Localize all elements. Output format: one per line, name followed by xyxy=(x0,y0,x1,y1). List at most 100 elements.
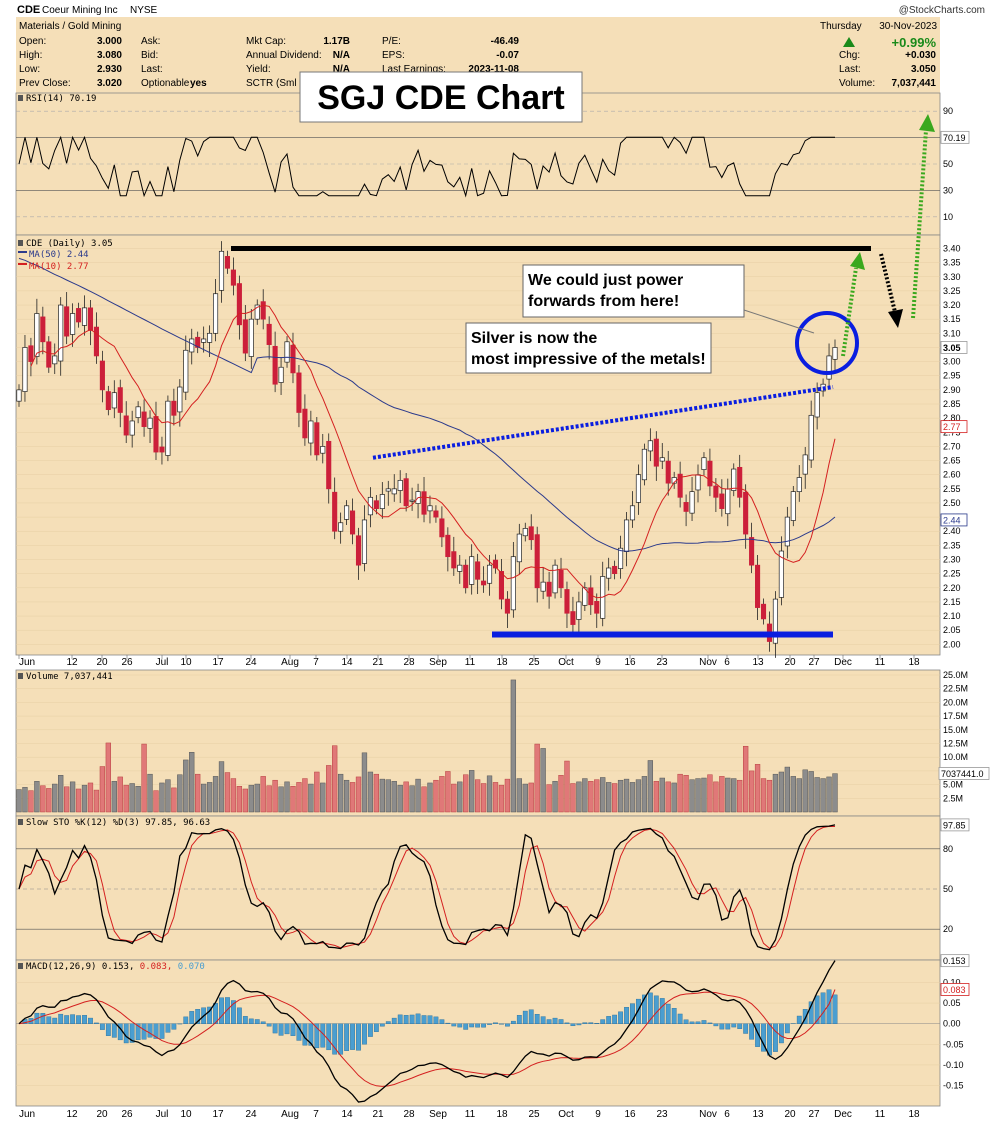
macd-histogram-bar xyxy=(832,994,838,1024)
volume-bar xyxy=(826,776,832,813)
candle xyxy=(737,466,743,498)
volume-legend: Volume 7,037,441 xyxy=(26,672,113,682)
candle xyxy=(445,534,451,558)
volume-bar xyxy=(69,781,76,813)
macd-histogram-bar xyxy=(58,1013,64,1024)
volume-bar xyxy=(737,779,743,813)
volume-bar xyxy=(93,789,100,813)
volume-bar xyxy=(731,778,737,813)
volume-bar xyxy=(224,772,231,813)
date-tick-label-bottom: 7 xyxy=(313,1109,319,1120)
volume-bar xyxy=(52,783,58,813)
price-legend: CDE (Daily) 3.05 xyxy=(26,239,113,249)
fundamental-field-label: Yield: xyxy=(246,64,271,75)
legend-swatch-volume xyxy=(18,673,23,679)
date-tick-label: 25 xyxy=(528,657,540,668)
quote-field-value: 3.020 xyxy=(97,78,122,89)
macd-histogram-bar xyxy=(659,998,665,1024)
macd-histogram-bar xyxy=(290,1023,296,1036)
volume-bar xyxy=(230,778,237,813)
macd-histogram-bar xyxy=(802,1009,808,1024)
macd-histogram-bar xyxy=(624,1007,629,1024)
candle xyxy=(618,547,624,569)
price-tick-label: 3.35 xyxy=(943,258,961,268)
date-tick-label-bottom: 20 xyxy=(784,1109,796,1120)
candle xyxy=(207,332,213,343)
date-tick-label-bottom: Oct xyxy=(558,1109,574,1120)
candle xyxy=(266,323,272,345)
candle xyxy=(558,569,564,589)
volume-bar xyxy=(212,776,219,813)
quote-field-label: Last: xyxy=(141,64,163,75)
macd-histogram-bar xyxy=(719,1023,725,1030)
volume-bar xyxy=(588,781,594,813)
candle xyxy=(784,516,790,547)
price-tick-label: 2.20 xyxy=(943,583,961,593)
volume-bar xyxy=(242,788,248,813)
volume-tag-box xyxy=(938,767,990,780)
macd-histogram-bar xyxy=(427,1015,433,1024)
macd-histogram-bar xyxy=(630,1003,635,1024)
volume-bar xyxy=(695,778,701,813)
date-tick-label-bottom: 14 xyxy=(341,1109,353,1120)
volume-bar xyxy=(701,777,707,813)
candle xyxy=(659,457,665,462)
summary-field-value: 3.050 xyxy=(911,64,936,75)
ma50-legend: MA(50) 2.44 xyxy=(29,250,89,260)
macd-histogram-bar xyxy=(588,1022,594,1024)
macd-histogram-bar xyxy=(505,1023,510,1027)
candle xyxy=(195,336,201,348)
volume-bar xyxy=(248,784,254,813)
macd-histogram-bar xyxy=(195,1009,201,1024)
macd-histogram-bar xyxy=(534,1014,540,1024)
volume-bar xyxy=(474,779,481,813)
candle xyxy=(421,491,427,515)
candle xyxy=(332,491,338,532)
macd-histogram-bar xyxy=(368,1023,373,1037)
macd-histogram-bar xyxy=(272,1023,278,1034)
macd-histogram-bar xyxy=(778,1023,784,1044)
macd-histogram-bar xyxy=(671,1008,677,1024)
candle xyxy=(254,304,260,320)
volume-bar xyxy=(641,776,648,813)
date-tick-label-bottom: 20 xyxy=(96,1109,108,1120)
candle xyxy=(87,307,94,331)
candle xyxy=(64,306,70,337)
volume-bar xyxy=(576,781,582,813)
macd-histogram-bar xyxy=(767,1023,772,1056)
fundamental-field-label: EPS: xyxy=(382,50,405,61)
price-tick-label: 2.60 xyxy=(943,470,961,480)
candle xyxy=(582,587,588,606)
volume-bar xyxy=(796,778,802,813)
volume-bar xyxy=(814,777,820,813)
macd-histogram-bar xyxy=(421,1015,427,1024)
candle xyxy=(183,349,189,393)
volume-bar xyxy=(498,784,505,813)
date-tick-label: 27 xyxy=(808,657,820,668)
macd-histogram-bar xyxy=(820,992,826,1024)
macd-histogram-bar xyxy=(713,1023,719,1027)
macd-histogram-bar xyxy=(451,1023,457,1027)
volume-bar xyxy=(206,782,213,813)
volume-bar xyxy=(611,783,618,813)
candle xyxy=(284,341,290,363)
ma50-tag-box xyxy=(940,513,968,527)
macd-histogram-bar xyxy=(606,1016,612,1024)
macd-legend-hist: 0.070 xyxy=(178,962,205,972)
volume-bar xyxy=(302,778,308,813)
volume-bar xyxy=(486,775,493,813)
volume-bar xyxy=(308,783,314,813)
legend-swatch-rsi xyxy=(18,95,23,101)
candle xyxy=(749,537,755,566)
volume-bar xyxy=(748,770,755,813)
candle xyxy=(16,389,22,402)
price-tick-label: 2.35 xyxy=(943,540,961,550)
candle xyxy=(296,372,302,413)
price-tick-label: 2.30 xyxy=(943,555,961,565)
macd-histogram-bar xyxy=(642,994,647,1024)
candle xyxy=(153,416,159,453)
candle xyxy=(177,386,183,413)
candle xyxy=(778,550,784,598)
candle xyxy=(111,392,117,409)
volume-bar xyxy=(546,784,552,813)
